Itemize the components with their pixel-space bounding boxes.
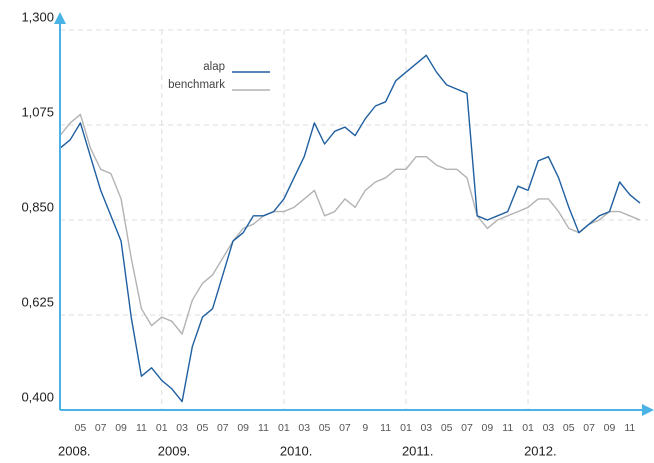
- year-label: 2008.: [58, 443, 91, 458]
- x-tick-label: 07: [339, 422, 351, 434]
- x-tick-label: 11: [136, 422, 147, 434]
- x-tick-label: 11: [624, 422, 635, 434]
- x-axis-arrow: [642, 404, 654, 416]
- x-tick-label: 03: [420, 422, 432, 434]
- lines: [59, 54, 641, 403]
- x-tick-label: 09: [482, 422, 494, 434]
- y-axis-arrow: [54, 12, 66, 24]
- x-tick-label: 07: [461, 422, 473, 434]
- x-tick-label: 07: [217, 422, 229, 434]
- x-tick-label: 01: [156, 422, 168, 434]
- x-tick-label: 05: [563, 422, 575, 434]
- year-label: 2012.: [524, 443, 557, 458]
- x-tick-label: 11: [502, 422, 513, 434]
- x-tick-label: 09: [115, 422, 127, 434]
- x-tick-label: 05: [75, 422, 87, 434]
- y-tick-label: 0,850: [21, 199, 54, 214]
- x-tick-label: 09: [237, 422, 249, 434]
- axes: [54, 12, 654, 416]
- year-label: 2010.: [280, 443, 313, 458]
- x-tick-label: 01: [400, 422, 412, 434]
- x-tick-label: 01: [522, 422, 534, 434]
- y-tick-label: 0,400: [21, 389, 54, 404]
- grid: [60, 29, 648, 410]
- x-tick-label: 05: [441, 422, 453, 434]
- year-label: 2009.: [158, 443, 191, 458]
- year-label: 2011.: [402, 443, 434, 458]
- series-line: [59, 54, 641, 403]
- x-tick-label: 07: [583, 422, 595, 434]
- x-tick-label: 03: [543, 422, 555, 434]
- x-tick-label: 05: [319, 422, 331, 434]
- x-tick-label: 03: [298, 422, 310, 434]
- x-tick-label: 05: [197, 422, 209, 434]
- x-tick-label: 01: [278, 422, 290, 434]
- y-tick-label: 1,300: [21, 9, 54, 24]
- y-tick-label: 0,625: [21, 294, 54, 309]
- x-tick-label: 11: [380, 422, 391, 434]
- series-line: [59, 113, 641, 335]
- x-tick-label: 9: [362, 422, 368, 434]
- legend-label: alap: [203, 61, 225, 73]
- x-tick-label: 11: [258, 422, 269, 434]
- x-tick-label: 03: [176, 422, 188, 434]
- legend-label: benchmark: [168, 79, 225, 91]
- x-tick-label: 09: [604, 422, 616, 434]
- x-tick-label: 07: [95, 422, 107, 434]
- y-tick-label: 1,075: [21, 104, 54, 119]
